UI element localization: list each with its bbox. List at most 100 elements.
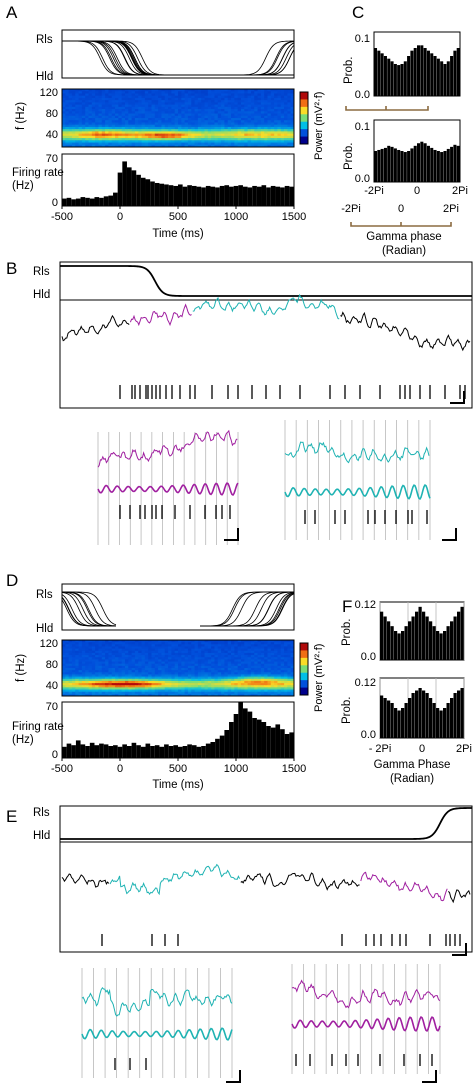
heatmap-cell bbox=[267, 102, 272, 106]
heatmap-cell bbox=[237, 95, 242, 99]
heatmap-cell bbox=[201, 129, 206, 132]
heatmap-cell bbox=[81, 665, 86, 669]
heatmap-cell bbox=[240, 693, 245, 697]
heatmap-cell bbox=[164, 120, 169, 123]
heatmap-cell bbox=[221, 93, 225, 97]
panel-A-psth-bar bbox=[126, 167, 132, 206]
heatmap-cell bbox=[274, 131, 278, 135]
heatmap-cell bbox=[201, 661, 206, 665]
heatmap-cell bbox=[75, 670, 80, 673]
heatmap-cell bbox=[270, 120, 275, 123]
heatmap-cell bbox=[138, 122, 143, 126]
heatmap-cell bbox=[131, 142, 136, 146]
heatmap-cell bbox=[115, 144, 119, 148]
heatmap-cell bbox=[141, 652, 146, 656]
heatmap-cell bbox=[214, 138, 219, 141]
heatmap-cell bbox=[164, 648, 169, 652]
heatmap-cell bbox=[168, 663, 172, 667]
heatmap-cell bbox=[164, 122, 169, 126]
heatmap-cell bbox=[81, 113, 86, 117]
heatmap-cell bbox=[115, 650, 119, 654]
heatmap-cell bbox=[108, 659, 113, 663]
heatmap-cell bbox=[204, 687, 209, 691]
heatmap-cell bbox=[244, 126, 249, 130]
heatmap-cell bbox=[207, 106, 212, 110]
heatmap-cell bbox=[111, 133, 116, 137]
heatmap-cell bbox=[184, 100, 189, 103]
panel-F-top-bar bbox=[380, 611, 384, 660]
heatmap-cell bbox=[91, 646, 96, 650]
heatmap-cell bbox=[280, 135, 285, 139]
heatmap-cell bbox=[260, 665, 265, 669]
heatmap-cell bbox=[191, 687, 196, 691]
heatmap-cell bbox=[115, 131, 119, 135]
heatmap-cell bbox=[231, 89, 235, 92]
heatmap-cell bbox=[88, 89, 93, 92]
heatmap-cell bbox=[98, 111, 103, 115]
heatmap-cell bbox=[134, 142, 139, 146]
heatmap-cell bbox=[244, 100, 249, 103]
heatmap-cell bbox=[221, 118, 225, 121]
heatmap-cell bbox=[101, 102, 106, 106]
heatmap-cell bbox=[264, 144, 268, 148]
heatmap-cell bbox=[108, 89, 113, 92]
heatmap-cell bbox=[178, 144, 182, 148]
heatmap-cell bbox=[201, 144, 206, 148]
heatmap-cell bbox=[91, 106, 96, 110]
prob-tick: 0.12 bbox=[355, 599, 376, 611]
heatmap-cell bbox=[85, 640, 90, 643]
heatmap-cell bbox=[118, 689, 123, 693]
heatmap-cell bbox=[287, 97, 292, 101]
heatmap-cell bbox=[75, 111, 80, 115]
heatmap-cell bbox=[254, 670, 259, 673]
panel-F-bottom-bar bbox=[383, 698, 387, 738]
heatmap-cell bbox=[257, 668, 262, 671]
heatmap-cell bbox=[290, 691, 295, 695]
heatmap-cell bbox=[207, 100, 212, 103]
heatmap-cell bbox=[111, 111, 116, 115]
heatmap-cell bbox=[240, 91, 245, 94]
heatmap-cell bbox=[115, 129, 119, 132]
heatmap-cell bbox=[211, 129, 215, 132]
heatmap-cell bbox=[78, 138, 83, 141]
heatmap-cell bbox=[85, 689, 90, 693]
heatmap-cell bbox=[121, 144, 126, 148]
heatmap-cell bbox=[68, 135, 73, 139]
heatmap-cell bbox=[68, 670, 73, 673]
heatmap-cell bbox=[105, 93, 109, 97]
heatmap-cell bbox=[214, 661, 219, 665]
heatmap-cell bbox=[244, 644, 249, 647]
heatmap-cell bbox=[284, 676, 288, 680]
heatmap-cell bbox=[168, 659, 172, 663]
heatmap-cell bbox=[134, 642, 139, 645]
heatmap-cell bbox=[204, 135, 209, 139]
heatmap-cell bbox=[221, 652, 225, 656]
heatmap-cell bbox=[144, 138, 149, 141]
heatmap-cell bbox=[98, 131, 103, 135]
heatmap-cell bbox=[280, 668, 285, 671]
heatmap-cell bbox=[131, 693, 136, 697]
heatmap-cell bbox=[237, 665, 242, 669]
heatmap-cell bbox=[264, 91, 268, 94]
heatmap-cell bbox=[81, 135, 86, 139]
heatmap-cell bbox=[134, 657, 139, 660]
panel-D-psth-bar bbox=[284, 734, 290, 758]
heatmap-cell bbox=[161, 668, 166, 671]
heatmap-cell bbox=[141, 93, 146, 97]
heatmap-cell bbox=[171, 120, 176, 123]
heatmap-cell bbox=[274, 111, 278, 115]
heatmap-cell bbox=[164, 693, 169, 697]
heatmap-cell bbox=[154, 642, 159, 645]
heatmap-cell bbox=[197, 640, 202, 643]
heatmap-cell bbox=[111, 672, 116, 675]
heatmap-cell bbox=[267, 644, 272, 647]
heatmap-cell bbox=[250, 91, 255, 94]
heatmap-cell bbox=[98, 657, 103, 660]
heatmap-cell bbox=[221, 674, 225, 678]
heatmap-cell bbox=[191, 91, 196, 94]
panel-F-bottom-bar bbox=[422, 690, 426, 738]
heatmap-cell bbox=[62, 97, 66, 101]
heatmap-cell bbox=[201, 693, 206, 697]
heatmap-cell bbox=[224, 678, 229, 682]
heatmap-cell bbox=[62, 655, 66, 658]
